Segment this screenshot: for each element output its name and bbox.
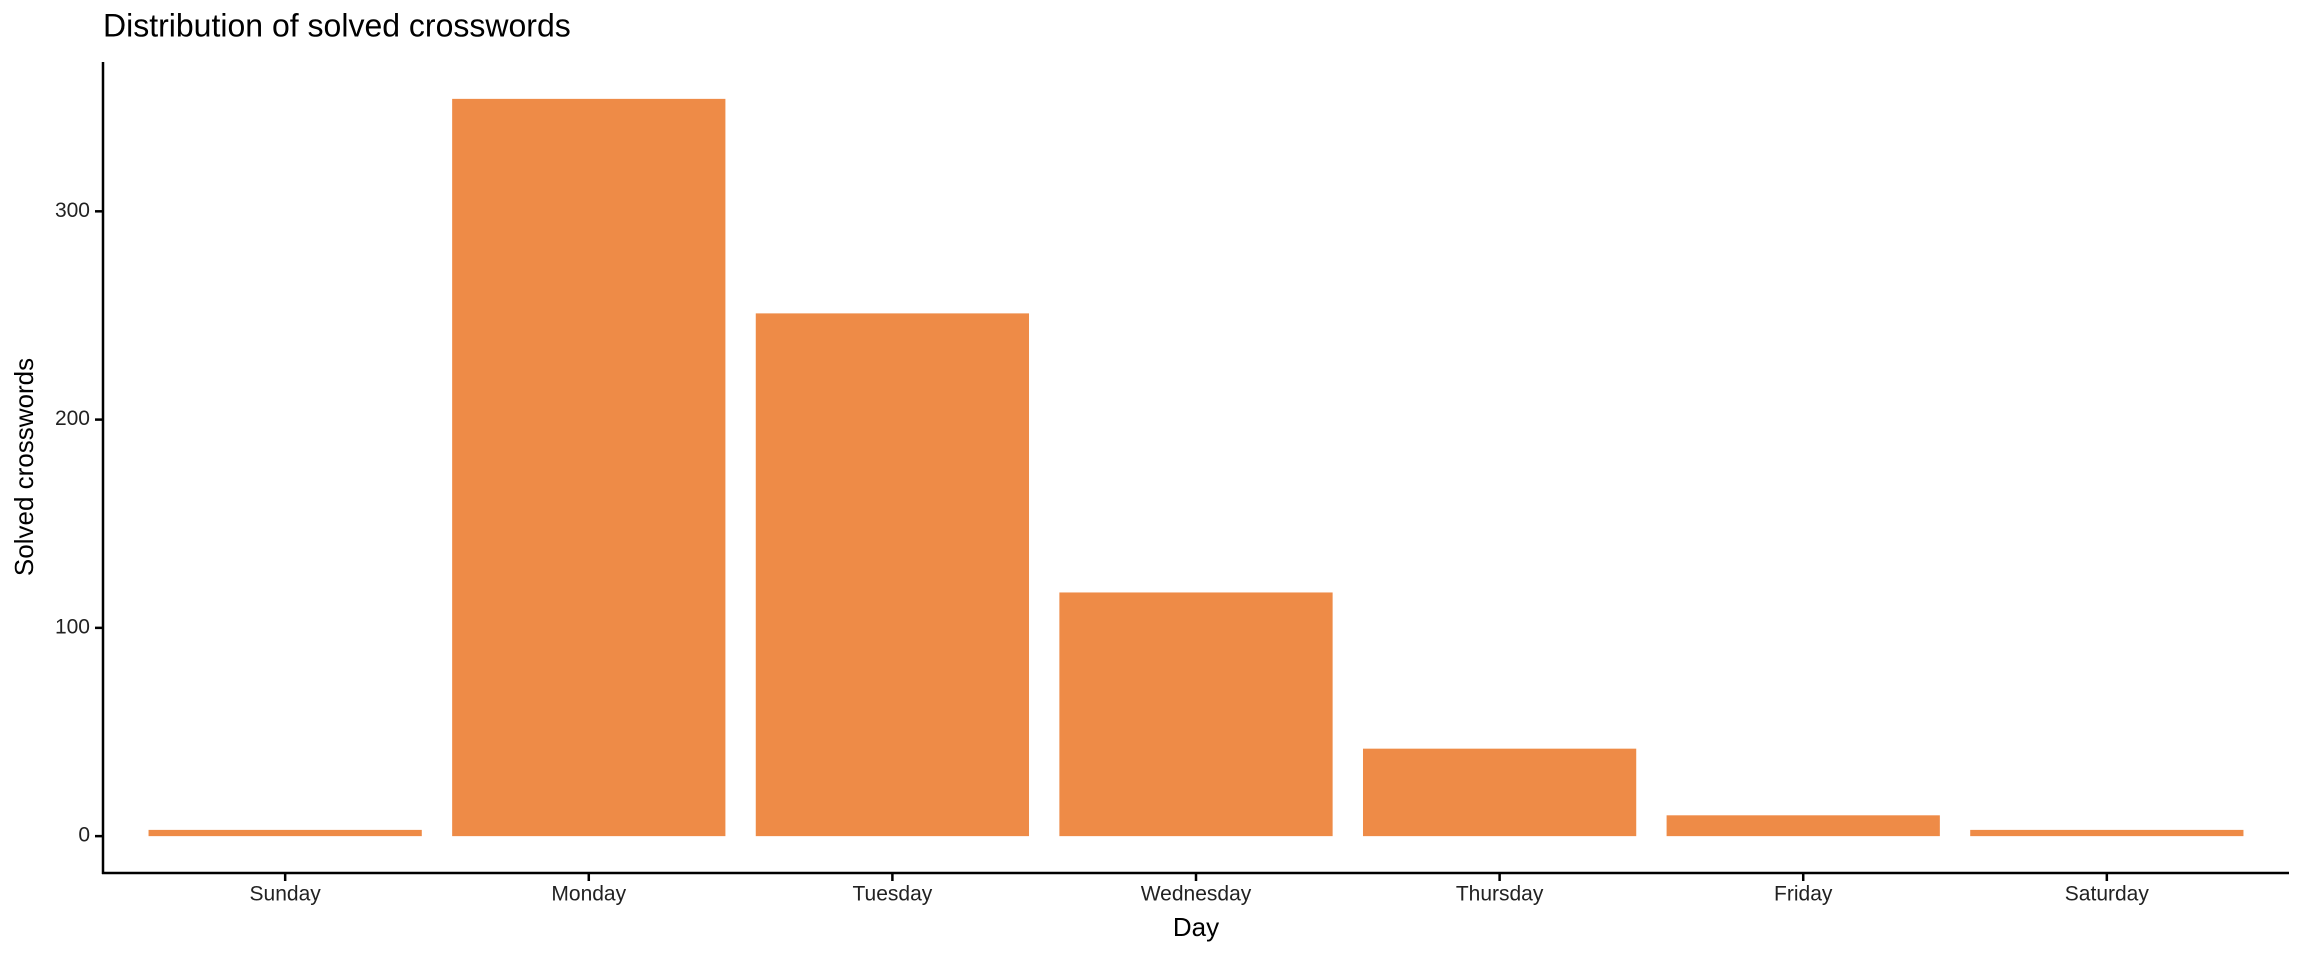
bar: [452, 98, 726, 837]
chart-title: Distribution of solved crosswords: [103, 7, 571, 43]
y-tick-label: 300: [55, 199, 90, 222]
bar: [148, 829, 422, 837]
x-tick-label: Wednesday: [1141, 883, 1252, 906]
bar: [755, 313, 1030, 837]
x-tick-label: Tuesday: [853, 883, 933, 906]
bar: [1666, 815, 1940, 837]
y-tick-label: 100: [55, 615, 90, 638]
bar: [1970, 829, 2244, 837]
y-tick-label: 0: [78, 824, 90, 847]
x-axis-title: Day: [1173, 912, 1219, 942]
y-axis-title: Solved crosswords: [9, 358, 39, 576]
x-tick-label: Monday: [551, 883, 626, 906]
y-tick-label: 200: [55, 407, 90, 430]
x-tick-label: Sunday: [250, 883, 322, 906]
x-tick-label: Thursday: [1456, 883, 1544, 906]
bar: [1362, 748, 1637, 837]
bar: [1059, 592, 1333, 837]
x-tick-label: Saturday: [2065, 883, 2150, 906]
x-tick-label: Friday: [1774, 883, 1833, 906]
